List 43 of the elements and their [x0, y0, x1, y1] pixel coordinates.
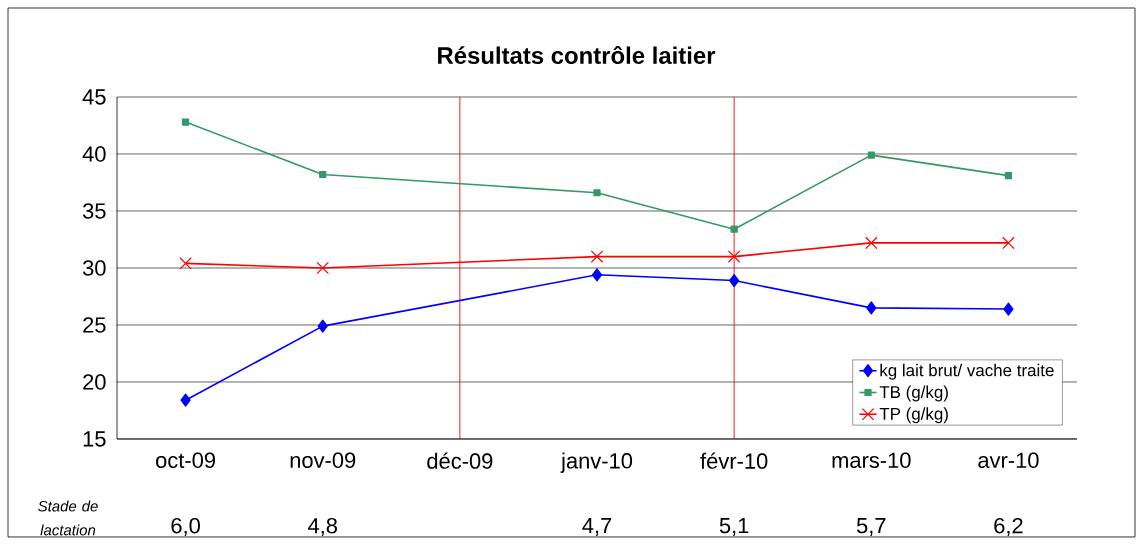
point — [727, 250, 741, 263]
x-tick-label: nov-09 — [290, 452, 356, 469]
point — [729, 273, 740, 288]
legend-label: kg lait brut/ vache traite — [880, 363, 1054, 380]
y-tick-label: 35 — [82, 203, 106, 219]
point — [180, 393, 191, 407]
y-tick-label: 25 — [83, 317, 106, 333]
x-tick-label: févr-10 — [700, 452, 768, 469]
x-tick-label: déc-09 — [427, 452, 493, 469]
legend-label: TB (g/kg) — [879, 385, 948, 402]
point — [181, 118, 190, 126]
point — [319, 170, 327, 179]
text: 5,1 — [719, 518, 749, 536]
point — [179, 257, 192, 270]
text: 6,2 — [994, 517, 1023, 537]
text: 6,0 — [171, 517, 200, 537]
point — [591, 268, 603, 282]
point — [316, 261, 329, 275]
y-tick-label: 30 — [82, 260, 106, 276]
point — [730, 225, 738, 233]
point — [866, 301, 877, 315]
text: 4,7 — [582, 518, 612, 536]
x-tick-label: avr-10 — [978, 452, 1039, 469]
point — [317, 319, 328, 333]
y-tick-label: 20 — [83, 374, 106, 390]
point — [867, 151, 875, 159]
x-tick-label: mars-10 — [832, 452, 911, 469]
y-tick-label: 40 — [82, 146, 106, 162]
y-tick-label: 15 — [83, 431, 106, 447]
text: 4,8 — [307, 517, 337, 537]
point — [593, 189, 601, 197]
point — [1002, 236, 1015, 250]
chart-title: Résultats contrôle laitier — [438, 45, 716, 65]
point — [1004, 172, 1013, 180]
y-tick-label: 45 — [82, 89, 106, 105]
text: 5,7 — [856, 518, 886, 536]
x-tick-label: oct-09 — [156, 452, 215, 469]
point — [865, 236, 878, 250]
point — [590, 250, 604, 263]
point — [1003, 302, 1014, 316]
legend-label: TP (g/kg) — [879, 407, 948, 424]
text: Stade de lactation — [38, 500, 98, 536]
x-tick-label: janv-10 — [560, 452, 633, 473]
